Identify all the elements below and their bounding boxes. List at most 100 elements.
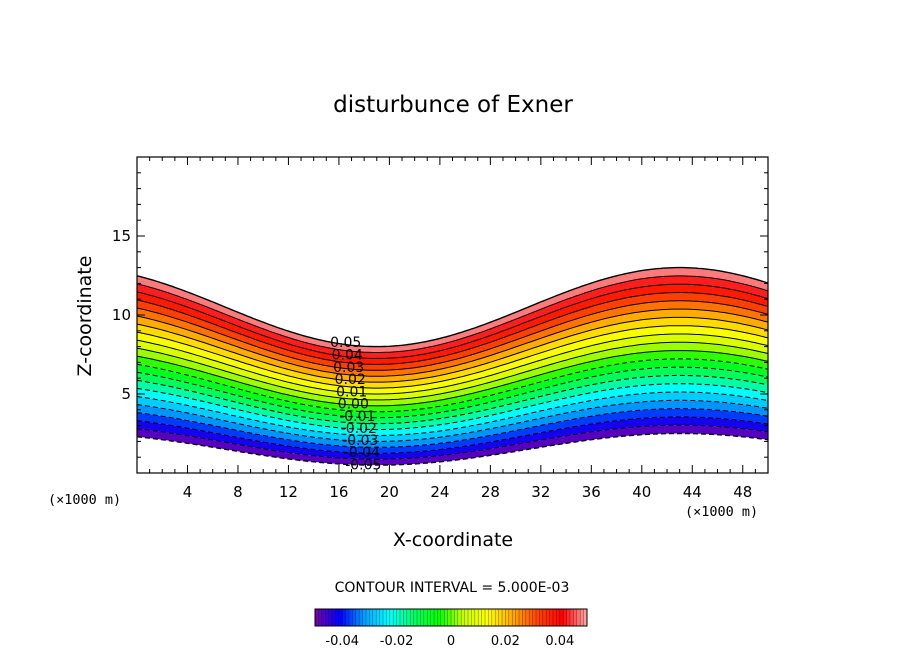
contour-line [137,316,768,383]
colorbar-swatch [468,609,472,626]
colorbar-ticks: -0.04 -0.02 0 0.02 0.04 [325,634,574,649]
colorbar-swatch [406,609,411,626]
x-tick-label: 8 [233,483,243,501]
contour-label: 0.05 [330,335,361,351]
colorbar-swatch [420,609,425,626]
colorbar-swatch [440,609,445,626]
x-tick-label: 12 [279,483,298,501]
colorbar-swatch [349,609,353,626]
colorbar-tick-label: 0.04 [545,634,574,649]
contour-labels: 0.050.040.030.020.010.00-0.01-0.02-0.03-… [330,335,381,473]
contour-line [137,283,768,359]
contour-label: -0.04 [344,445,380,461]
contour-line [137,333,768,395]
contour-label: -0.02 [341,421,377,437]
colorbar-swatch [332,609,336,626]
x-tick-label: 4 [183,483,193,501]
x-tick-label: 20 [380,483,399,501]
colorbar-swatch [485,609,489,626]
colorbar-swatch [570,609,574,626]
colorbar-swatch [389,609,394,626]
colorbar-swatch [563,609,567,626]
colorbar-swatch [519,609,523,626]
colorbar-swatch [447,609,452,626]
colorbar-swatch [559,609,564,626]
contour-line [137,432,768,466]
contour-line [137,266,768,348]
x-axis-ticks: 4 8 12 16 20 24 28 32 36 40 44 48 [149,157,756,501]
contour-band [137,416,768,460]
contour-band [137,300,768,377]
colorbar-swatch [352,609,357,626]
colorbar-swatch [434,609,438,626]
colorbar-swatch [457,609,462,626]
contour-line [137,391,768,436]
colorbar-swatch [573,609,578,626]
colorbar-swatch [546,609,550,626]
colorbar-swatch [536,609,540,626]
contour-line [137,292,768,365]
contour-interval-label: CONTOUR INTERVAL = 5.000E-03 [335,580,570,596]
colorbar-swatch [318,609,323,626]
colorbar-swatch [508,609,513,626]
colorbar-swatch [413,609,418,626]
colorbar-swatch [444,609,448,626]
colorbar-swatch [355,609,360,626]
colorbar-tick-label: -0.04 [325,634,359,649]
colorbar-swatch [437,609,442,626]
y-axis-label: Z-coordinate [74,256,96,377]
contour-line [137,399,768,442]
colorbar-swatch [576,609,581,626]
colorbar-swatch [502,609,506,626]
x-tick-label: 32 [531,483,550,501]
colorbar-swatch [325,609,329,626]
colorbar-swatch [525,609,530,626]
colorbar-swatch [379,609,384,626]
colorbar-swatch [454,609,459,626]
chart-title: disturbunce of Exner [333,92,573,118]
colorbar-swatch [315,609,319,626]
colorbar-swatch [342,609,346,626]
colorbar-swatch [542,609,547,626]
y-tick-label: 10 [112,306,131,324]
contour-band [137,342,768,406]
contour-line [137,383,768,431]
contour-line [137,408,768,448]
colorbar-swatch [481,609,486,626]
colorbar-swatch [386,609,391,626]
contour-line [137,325,768,389]
colorbar-swatch [583,609,588,626]
y-tick-label: 5 [121,385,131,403]
contour-line [137,350,768,407]
contour-band [137,334,768,400]
colorbar-swatch [471,609,476,626]
contour-label: -0.05 [345,457,381,473]
colorbar-swatch [451,609,455,626]
contour-band [137,383,768,436]
contour-line [137,300,768,371]
colorbar-frame [314,608,588,627]
colorbar-swatch [522,609,527,626]
x-tick-label: 40 [632,483,651,501]
contour-line [137,374,768,425]
colorbar-swatch [423,609,428,626]
colorbar-swatch [512,609,516,626]
colorbar-swatch [383,609,387,626]
colorbar-swatch [369,609,374,626]
contour-band [137,275,768,359]
x-tick-label: 28 [481,483,500,501]
contour-line [137,308,768,377]
colorbar-swatch [362,609,367,626]
colorbar-tick-label: 0 [447,634,455,649]
contour-label: -0.03 [342,433,378,449]
contour-band [137,400,768,448]
x-tick-label: 16 [329,483,348,501]
y-axis-ticks: 5 10 15 [112,172,768,458]
x-tick-label: 48 [733,483,752,501]
colorbar-swatch [505,609,510,626]
colorbar-swatch [498,609,503,626]
colorbar-swatch [556,609,561,626]
colorbar-swatch [403,609,408,626]
contour-band [137,325,768,394]
